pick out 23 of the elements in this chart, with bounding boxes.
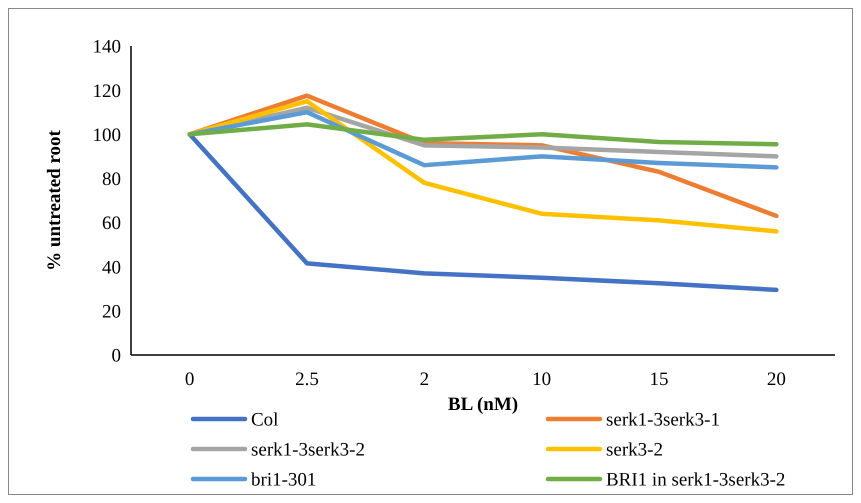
y-tick-label: 0 <box>112 346 121 367</box>
legend-label: BRI1 in serk1-3serk3-2 <box>606 470 786 491</box>
x-tick-label: 10 <box>532 369 552 390</box>
legend-label: serk1-3serk3-1 <box>606 410 720 431</box>
y-tick-label: 60 <box>102 213 121 234</box>
x-tick-label: 20 <box>766 369 786 390</box>
legend-label: Col <box>251 410 278 431</box>
y-axis-title: % untreated root <box>44 129 65 271</box>
line-series <box>187 122 779 146</box>
x-tick-label: 15 <box>650 369 668 390</box>
y-tick-label: 120 <box>92 80 121 102</box>
y-tick-label: 40 <box>102 257 121 278</box>
y-tick-label: 80 <box>102 169 121 190</box>
legend-label: bri1-301 <box>251 470 316 491</box>
y-tick-label: 140 <box>92 36 121 58</box>
legend-label: serk3-2 <box>606 440 663 461</box>
x-axis-title: BL (nM) <box>448 394 518 415</box>
legend-label: serk1-3serk3-2 <box>251 440 365 461</box>
x-tick-label: 0 <box>184 369 194 390</box>
x-tick-label: 2 <box>420 369 430 390</box>
y-tick-label: 20 <box>102 302 121 323</box>
y-tick-label: 100 <box>92 124 121 146</box>
x-tick-label: 2.5 <box>295 369 319 390</box>
